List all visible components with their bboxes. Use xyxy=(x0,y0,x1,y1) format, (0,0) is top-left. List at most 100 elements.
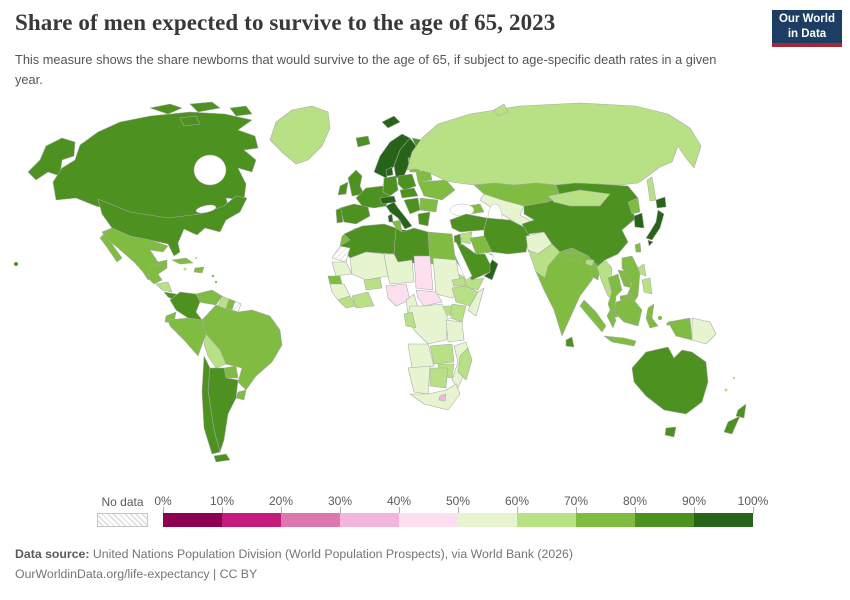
country-canada-arctic-2[interactable] xyxy=(189,101,221,113)
country-iceland[interactable] xyxy=(355,135,371,148)
country-chad[interactable] xyxy=(413,255,434,291)
country-peru[interactable] xyxy=(167,317,207,357)
country-canada-arctic-4[interactable] xyxy=(179,115,201,127)
country-north-korea[interactable] xyxy=(627,197,641,215)
country-uk[interactable] xyxy=(347,169,365,197)
country-bhutan[interactable] xyxy=(585,259,595,267)
owid-link[interactable]: OurWorldinData.org/life-expectancy | CC … xyxy=(15,566,258,581)
country-indonesia-borneo[interactable] xyxy=(613,297,643,327)
country-japan-hokkaido[interactable] xyxy=(655,196,667,209)
country-usa-alaska[interactable] xyxy=(27,137,76,181)
country-ireland[interactable] xyxy=(337,181,349,196)
legend-bin-20-30%[interactable] xyxy=(281,513,340,527)
legend-bin-40-50%[interactable] xyxy=(399,513,458,527)
country-new-zealand-south[interactable] xyxy=(723,415,741,435)
country-central-europe[interactable] xyxy=(399,187,419,199)
no-data-swatch[interactable] xyxy=(97,513,148,527)
country-cuba[interactable] xyxy=(171,257,194,265)
country-jamaica[interactable] xyxy=(183,267,187,271)
country-west-balkans[interactable] xyxy=(403,197,421,215)
country-philippines-mindanao[interactable] xyxy=(641,277,653,295)
country-mongolia[interactable] xyxy=(547,189,611,207)
country-south-korea[interactable] xyxy=(633,212,645,229)
country-russia-novaya-zemlya[interactable] xyxy=(493,103,509,117)
country-nepal[interactable] xyxy=(565,251,583,263)
legend-bin-0-10%[interactable] xyxy=(163,513,222,527)
legend-bin-70-80%[interactable] xyxy=(576,513,635,527)
country-uruguay[interactable] xyxy=(235,389,247,401)
country-algeria[interactable] xyxy=(339,223,397,259)
legend-bin-10-20%[interactable] xyxy=(222,513,281,527)
country-mexico-baja[interactable] xyxy=(99,233,123,263)
country-papua-west[interactable] xyxy=(667,317,693,341)
country-iran[interactable] xyxy=(483,217,531,255)
country-niger[interactable] xyxy=(383,253,415,285)
country-denmark[interactable] xyxy=(385,166,394,177)
country-namibia[interactable] xyxy=(407,365,431,395)
country-angola[interactable] xyxy=(407,343,435,369)
country-mauritania[interactable] xyxy=(331,261,353,277)
country-russia[interactable] xyxy=(406,102,702,186)
country-gabon-congo[interactable] xyxy=(403,311,417,329)
country-australia[interactable] xyxy=(631,346,709,415)
country-new-zealand-north[interactable] xyxy=(735,403,747,419)
country-bahamas[interactable] xyxy=(194,256,198,260)
country-colombia[interactable] xyxy=(169,291,203,321)
country-italy-sardinia[interactable] xyxy=(387,213,394,223)
country-central-african-republic[interactable] xyxy=(415,289,443,307)
country-malaysia[interactable] xyxy=(606,309,617,329)
country-poland[interactable] xyxy=(397,173,417,191)
country-indonesia-sumatra[interactable] xyxy=(579,299,607,333)
country-turkey[interactable] xyxy=(449,213,488,233)
country-indonesia-moluccas-1[interactable] xyxy=(658,316,662,320)
country-mali[interactable] xyxy=(349,251,389,281)
country-portugal[interactable] xyxy=(335,207,344,224)
country-paraguay[interactable] xyxy=(223,365,239,379)
country-south-africa[interactable] xyxy=(409,383,461,411)
country-kenya[interactable] xyxy=(449,303,467,323)
country-hispaniola[interactable] xyxy=(193,266,205,274)
legend-bin-30-40%[interactable] xyxy=(340,513,399,527)
country-chile[interactable] xyxy=(201,355,221,455)
country-lesser-antilles-2[interactable] xyxy=(214,280,218,284)
owid-logo[interactable]: Our World in Data xyxy=(772,10,842,47)
country-italy[interactable] xyxy=(385,201,413,230)
country-syria[interactable] xyxy=(459,231,473,245)
country-senegal[interactable] xyxy=(327,275,343,285)
country-svalbard[interactable] xyxy=(381,115,401,129)
legend-bin-60-70%[interactable] xyxy=(517,513,576,527)
country-russia-sakhalin[interactable] xyxy=(646,176,657,202)
country-lesser-antilles-1[interactable] xyxy=(211,274,215,278)
country-guatemala[interactable] xyxy=(147,263,168,285)
country-australia-tasmania[interactable] xyxy=(664,426,677,438)
country-taiwan[interactable] xyxy=(634,242,642,253)
country-switzerland-austria[interactable] xyxy=(379,195,397,205)
country-oman-uae[interactable] xyxy=(483,257,499,281)
country-usa-hawaii[interactable] xyxy=(14,262,18,266)
country-pacific-1[interactable] xyxy=(724,388,728,392)
country-greece[interactable] xyxy=(417,211,431,227)
country-sri-lanka[interactable] xyxy=(565,336,575,348)
country-greenland[interactable] xyxy=(269,105,331,165)
country-ivory-coast-ghana[interactable] xyxy=(351,291,375,309)
legend-bin-50-60%[interactable] xyxy=(458,513,517,527)
legend-bin-80-90%[interactable] xyxy=(635,513,694,527)
country-botswana[interactable] xyxy=(429,367,449,389)
country-burkina-faso[interactable] xyxy=(363,277,383,291)
country-somalia[interactable] xyxy=(467,287,485,317)
country-ukraine[interactable] xyxy=(417,179,456,201)
country-china[interactable] xyxy=(521,182,639,268)
country-japan-honshu[interactable] xyxy=(645,209,665,241)
country-canada-arctic-3[interactable] xyxy=(229,105,253,117)
country-canada-arctic-1[interactable] xyxy=(149,103,183,115)
country-japan-kyushu[interactable] xyxy=(647,239,654,247)
country-western-sahara[interactable] xyxy=(331,245,351,263)
country-honduras-nicaragua[interactable] xyxy=(155,281,173,293)
legend-bin-90-100%[interactable] xyxy=(694,513,753,527)
country-madagascar[interactable] xyxy=(457,347,473,381)
country-romania-bulgaria[interactable] xyxy=(419,197,439,213)
country-indonesia-sulawesi[interactable] xyxy=(645,303,659,329)
country-argentina-tdf[interactable] xyxy=(213,453,231,463)
country-papua-new-guinea[interactable] xyxy=(691,317,717,345)
country-nigeria[interactable] xyxy=(385,283,411,307)
